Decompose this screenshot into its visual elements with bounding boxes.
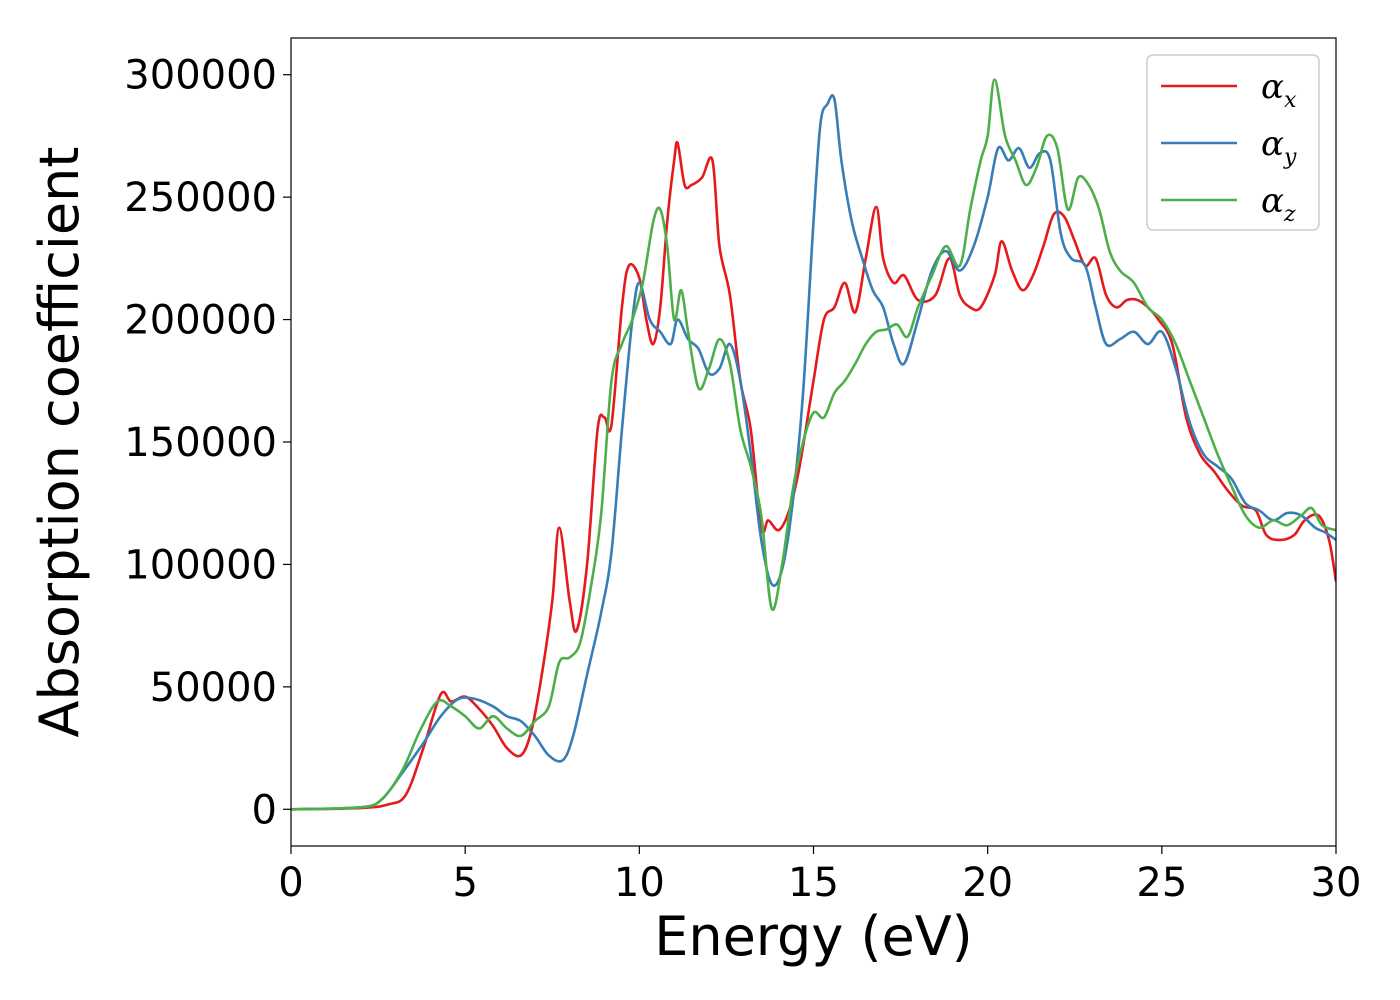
x-tick-label: 30 bbox=[1311, 860, 1362, 906]
x-tick-label: 5 bbox=[452, 860, 477, 906]
y-tick-label: 50000 bbox=[150, 665, 277, 711]
x-tick-label: 20 bbox=[962, 860, 1013, 906]
legend-label-y: αy bbox=[1261, 124, 1297, 170]
legend-label-z: αz bbox=[1261, 181, 1296, 227]
x-axis: 0 5 10 15 20 25 30 bbox=[278, 846, 1361, 906]
y-axis-label: Absorption coefficient bbox=[28, 147, 91, 738]
y-tick-label: 100000 bbox=[124, 542, 277, 588]
legend-label-base: α bbox=[1261, 67, 1284, 107]
x-tick-label: 15 bbox=[788, 860, 839, 906]
series-line-z bbox=[291, 78, 1336, 811]
x-tick-label: 0 bbox=[278, 860, 303, 906]
legend-label-base: α bbox=[1261, 181, 1284, 221]
y-tick-label: 150000 bbox=[124, 420, 277, 466]
y-tick-label: 250000 bbox=[124, 175, 277, 221]
y-tick-label: 0 bbox=[252, 787, 277, 833]
y-axis: 0 50000 100000 150000 200000 250000 300000 bbox=[124, 53, 291, 833]
x-tick-label: 10 bbox=[614, 860, 665, 906]
x-tick-label: 25 bbox=[1136, 860, 1187, 906]
legend-label-subscript: y bbox=[1283, 145, 1297, 170]
series-line-y bbox=[291, 94, 1336, 811]
x-axis-label: Energy (eV) bbox=[654, 905, 973, 968]
series-layer bbox=[291, 78, 1336, 811]
y-tick-label: 300000 bbox=[124, 53, 277, 99]
legend-label-subscript: z bbox=[1283, 202, 1296, 227]
legend-label-base: α bbox=[1261, 124, 1284, 164]
legend-label-x: αx bbox=[1261, 67, 1297, 113]
legend-label-subscript: x bbox=[1284, 88, 1297, 113]
y-tick-label: 200000 bbox=[124, 298, 277, 344]
